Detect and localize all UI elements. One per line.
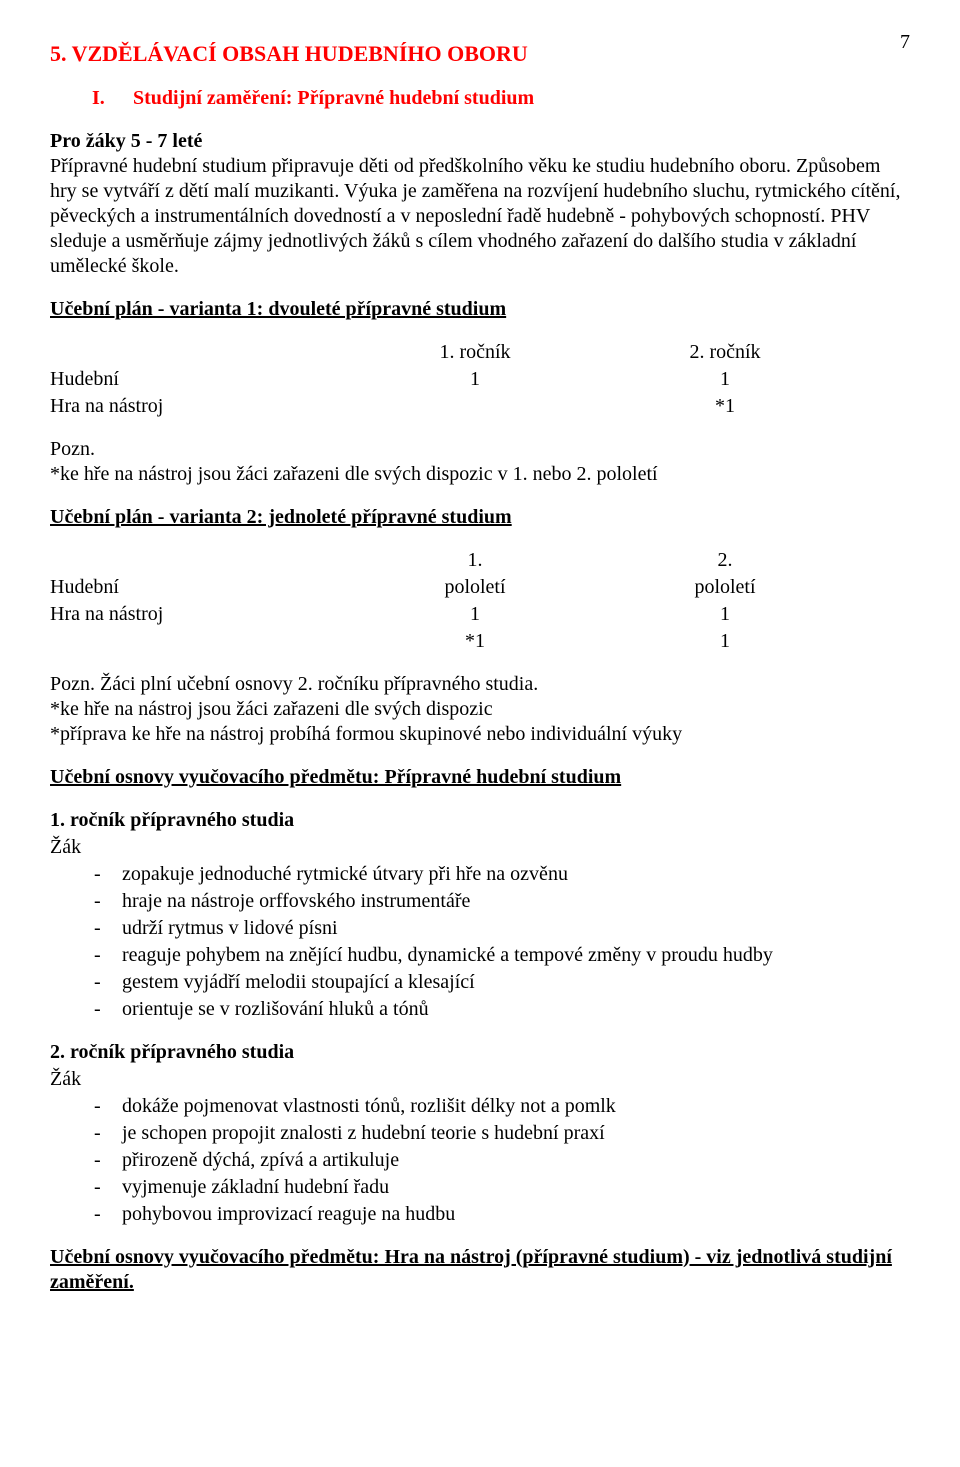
intro-bold: Pro žáky 5 - 7 leté — [50, 130, 202, 152]
plan1-row1-label: Hudební — [50, 367, 350, 392]
plan2-row2-c2: 1 — [600, 629, 850, 654]
list-item: zopakuje jednoduché rytmické útvary při … — [50, 862, 910, 887]
page: 7 5. VZDĚLÁVACÍ OBSAH HUDEBNÍHO OBORU I.… — [0, 0, 960, 1355]
plan1-row1-c2: 1 — [600, 367, 850, 392]
plan1-title: Učební plán - varianta 1: dvouleté přípr… — [50, 297, 910, 322]
plan1-row1-c1: 1 — [350, 367, 600, 392]
plan2-col2-top: 2. — [600, 548, 850, 573]
plan1-note-line: *ke hře na nástroj jsou žáci zařazeni dl… — [50, 463, 658, 485]
osnovy-heading: Učební osnovy vyučovacího předmětu: Příp… — [50, 765, 910, 790]
list-item: udrží rytmus v lidové písni — [50, 916, 910, 941]
plan2-table: 1. 2. Hudební pololetí pololetí Hra na n… — [50, 548, 910, 654]
plan1-note-label: Pozn. — [50, 438, 95, 460]
plan2-note2: *ke hře na nástroj jsou žáci zařazeni dl… — [50, 698, 493, 720]
plan2-row1-label: Hudební — [50, 575, 350, 600]
grade1-student: Žák — [50, 835, 910, 860]
grade2-title: 2. ročník přípravného studia — [50, 1040, 910, 1065]
plan2-row1-c2: 1 — [600, 602, 850, 627]
plan2-row2-c1: *1 — [350, 629, 600, 654]
heading-sub: I. Studijní zaměření: Přípravné hudební … — [92, 86, 910, 111]
plan2-row1-c1: 1 — [350, 602, 600, 627]
plan2-note1: Pozn. Žáci plní učební osnovy 2. ročníku… — [50, 673, 538, 695]
intro-text: Přípravné hudební studium připravuje dět… — [50, 155, 900, 277]
grade2-list: dokáže pojmenovat vlastnosti tónů, rozli… — [50, 1094, 910, 1227]
grade1-list: zopakuje jednoduché rytmické útvary při … — [50, 862, 910, 1022]
plan2-empty2 — [50, 629, 350, 654]
list-item: reaguje pohybem na znějící hudbu, dynami… — [50, 943, 910, 968]
list-item: pohybovou improvizací reaguje na hudbu — [50, 1202, 910, 1227]
plan1-col2-head: 2. ročník — [600, 340, 850, 365]
plan1-col1-head: 1. ročník — [350, 340, 600, 365]
plan1-empty — [50, 340, 350, 365]
plan2-col1-top: 1. — [350, 548, 600, 573]
footer-heading: Učební osnovy vyučovacího předmětu: Hra … — [50, 1245, 910, 1295]
plan1-row2-label: Hra na nástroj — [50, 394, 350, 419]
list-item: hraje na nástroje orffovského instrument… — [50, 889, 910, 914]
plan2-row2-label: Hra na nástroj — [50, 602, 350, 627]
plan2-notes: Pozn. Žáci plní učební osnovy 2. ročníku… — [50, 672, 910, 747]
plan1-row2-c1 — [350, 394, 600, 419]
grade2-student: Žák — [50, 1067, 910, 1092]
intro-paragraph: Pro žáky 5 - 7 leté Přípravné hudební st… — [50, 129, 910, 279]
list-item: je schopen propojit znalosti z hudební t… — [50, 1121, 910, 1146]
plan2-col2-bot: pololetí — [600, 575, 850, 600]
page-number: 7 — [900, 30, 910, 55]
plan2-col1-bot: pololetí — [350, 575, 600, 600]
heading-sub-text: Studijní zaměření: Přípravné hudební stu… — [133, 87, 534, 109]
plan1-note: Pozn. *ke hře na nástroj jsou žáci zařaz… — [50, 437, 910, 487]
plan1-table: 1. ročník 2. ročník Hudební 1 1 Hra na n… — [50, 340, 910, 419]
heading-sub-roman: I. — [92, 86, 128, 111]
list-item: gestem vyjádří melodii stoupající a kles… — [50, 970, 910, 995]
list-item: dokáže pojmenovat vlastnosti tónů, rozli… — [50, 1094, 910, 1119]
list-item: orientuje se v rozlišování hluků a tónů — [50, 997, 910, 1022]
list-item: vyjmenuje základní hudební řadu — [50, 1175, 910, 1200]
plan2-title: Učební plán - varianta 2: jednoleté příp… — [50, 505, 910, 530]
heading-main: 5. VZDĚLÁVACÍ OBSAH HUDEBNÍHO OBORU — [50, 40, 910, 68]
plan1-row2-c2: *1 — [600, 394, 850, 419]
grade1-title: 1. ročník přípravného studia — [50, 808, 910, 833]
plan2-empty1 — [50, 548, 350, 573]
plan2-note3: *příprava ke hře na nástroj probíhá form… — [50, 723, 682, 745]
list-item: přirozeně dýchá, zpívá a artikuluje — [50, 1148, 910, 1173]
